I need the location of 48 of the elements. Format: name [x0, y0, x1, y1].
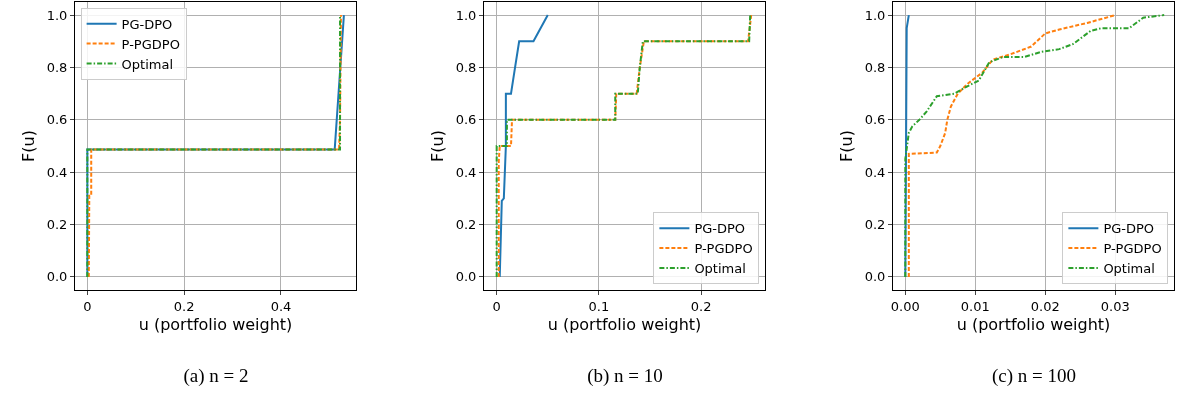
y-tick-label: 0.6: [864, 112, 886, 128]
y-tick-label: 1.0: [46, 7, 68, 23]
legend-label: P-PGDPO: [694, 241, 753, 257]
legend-label: Optimal: [694, 261, 746, 277]
legend-label: PG-DPO: [1103, 221, 1155, 237]
legend-label: Optimal: [1103, 261, 1155, 277]
legend-label: Optimal: [121, 56, 174, 72]
legend-label: P-PGDPO: [121, 36, 180, 52]
y-tick-label: 1.0: [864, 7, 886, 23]
x-tick-label: 0: [492, 298, 501, 314]
text: (c) n = 100: [991, 364, 1077, 387]
y-tick-label: 0.6: [455, 112, 477, 128]
x-tick-label: 0.01: [960, 298, 990, 314]
x-tick-label: 0.2: [690, 298, 712, 314]
x-axis-title: u (portfolio weight): [956, 315, 1111, 335]
y-tick-label: 0.0: [864, 269, 886, 285]
y-axis-title: F(u): [18, 130, 38, 162]
y-tick-label: 0.4: [864, 164, 886, 180]
y-tick-label: 1.0: [455, 7, 477, 23]
legend-label: PG-DPO: [694, 221, 746, 237]
y-tick-label: 0.8: [455, 60, 477, 75]
line-series: [904, 14, 1166, 278]
x-tick-label: 0.1: [588, 298, 610, 314]
legend-label: P-PGDPO: [1103, 241, 1162, 257]
y-tick-label: 0.0: [46, 269, 68, 285]
legend-label: PG-DPO: [121, 16, 173, 32]
x-axis-title: u (portfolio weight): [547, 315, 702, 335]
y-tick-label: 0.4: [455, 164, 477, 180]
line-series: [498, 14, 549, 278]
y-tick-label: 0.6: [46, 112, 68, 128]
x-tick-label: 0.2: [173, 298, 195, 314]
y-tick-label: 0.8: [46, 60, 68, 75]
x-tick-label: 0.4: [270, 298, 292, 314]
x-tick-label: 0.00: [890, 298, 920, 314]
y-tick-label: 0.8: [864, 60, 886, 75]
text: (b) n = 10: [587, 364, 663, 387]
y-axis-title: F(u): [836, 130, 856, 162]
x-tick-label: 0: [83, 298, 92, 314]
y-axis-title: F(u): [427, 130, 447, 162]
x-axis-title: u (portfolio weight): [138, 315, 293, 335]
x-tick-label: 0.03: [1100, 298, 1130, 314]
y-tick-label: 0.2: [46, 217, 68, 233]
y-tick-label: 0.4: [46, 164, 68, 180]
y-tick-label: 0.2: [455, 217, 477, 233]
x-tick-label: 0.02: [1030, 298, 1060, 314]
y-tick-label: 0.2: [864, 217, 886, 233]
y-tick-label: 0.0: [455, 269, 477, 285]
text: (a) n = 2: [183, 364, 249, 387]
